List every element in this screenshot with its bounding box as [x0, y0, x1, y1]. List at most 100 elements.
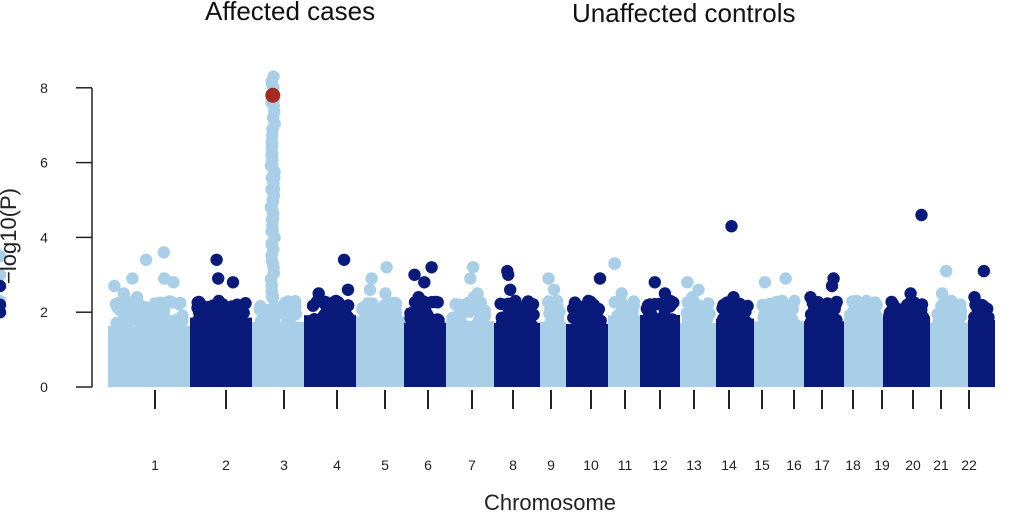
- chromosome-20-peak-point: [969, 298, 982, 311]
- x-tick-label: 21: [933, 457, 949, 473]
- chromosome-8-point: [521, 295, 535, 308]
- chromosome-15-point: [754, 324, 768, 337]
- x-tick-label: 19: [874, 457, 890, 473]
- chromosome-19-peak-point: [945, 294, 958, 308]
- group-title-controls: Unaffected controls: [572, 0, 796, 28]
- chromosome-6-point: [429, 295, 442, 309]
- chromosome-11-point: [620, 321, 634, 334]
- x-tick-label: 12: [652, 457, 668, 473]
- chromosome-11-point: [620, 312, 633, 325]
- chromosome-17-point: [868, 301, 881, 314]
- chromosome-15-peak-point: [775, 294, 789, 308]
- chromosome-6-point: [410, 301, 423, 315]
- chromosome-16-point: [816, 323, 829, 337]
- chromosome-11-peak-point: [608, 257, 621, 270]
- chromosome-6-point: [429, 318, 442, 332]
- chromosome-15-point: [763, 297, 776, 310]
- chromosome-1-point: [172, 297, 186, 311]
- y-tick-label: 0: [40, 379, 48, 395]
- chromosome-1-point: [152, 298, 165, 311]
- chromosome-10-peak-point: [582, 294, 595, 308]
- chromosome-7-point: [452, 315, 466, 328]
- chromosome-12-peak-point: [663, 294, 677, 308]
- chromosome-7-point: [478, 318, 491, 331]
- chromosome-18-peak-point: [908, 298, 921, 311]
- chromosome-13-point: [702, 297, 715, 310]
- x-tick-label: 14: [721, 457, 737, 473]
- x-tick-label: 3: [280, 457, 288, 473]
- chromosome-1-peak-point: [139, 253, 153, 266]
- chromosome-2-peak-point: [226, 276, 240, 289]
- chromosome-16-peak-point: [825, 279, 839, 293]
- data-points: [0, 70, 995, 388]
- chromosome-5-peak-point: [379, 287, 392, 300]
- chromosome-1-peak-point: [157, 246, 170, 259]
- chromosome-9-peak-point: [547, 283, 561, 296]
- chromosome-10-point: [569, 322, 583, 336]
- chromosome-12-peak-point: [648, 276, 661, 289]
- x-axis-title: Chromosome: [484, 490, 616, 515]
- chromosome-3-point: [268, 322, 281, 336]
- chromosome-4-point: [336, 305, 349, 318]
- chromosome-5-point: [358, 300, 371, 314]
- chromosome-5-peak-point: [365, 272, 378, 285]
- x-tick-label: 2: [222, 457, 230, 473]
- chromosome-20-point: [977, 311, 991, 324]
- y-tick-label: 2: [40, 304, 48, 320]
- chromosome-3-peak-point: [265, 75, 278, 89]
- x-tick-label: 1: [151, 457, 159, 473]
- chromosome-10-point: [593, 323, 607, 336]
- x-tick-label: 13: [686, 457, 702, 473]
- chromosome-10-point: [580, 324, 594, 338]
- x-tick-label: 10: [583, 457, 599, 473]
- y-axis: 0 2 4 6 8: [40, 80, 93, 395]
- y-axis-title: −log10(P): [0, 188, 21, 284]
- chromosome-13-peak-point: [681, 276, 694, 289]
- chromosome-1-point: [144, 306, 157, 319]
- chromosome-13-peak-point: [686, 291, 699, 304]
- chromosome-19-point: [942, 318, 955, 332]
- chromosome-20-peak-point: [977, 264, 991, 278]
- chromosome-7-peak-point: [467, 291, 481, 304]
- x-tick-label: 7: [468, 457, 476, 473]
- chromosome-17-point: [868, 322, 881, 336]
- x-tick-label: 9: [547, 457, 555, 473]
- x-tick-label: 18: [845, 457, 861, 473]
- chromosome-19-peak-point: [940, 264, 953, 278]
- x-axis: 1 2 3 4 5 6 7 8 9 10 11 12 13 14 15 16 17 18 19 20 21 22: [151, 390, 977, 473]
- chromosome-21-peak-point: [0, 268, 7, 281]
- chromosome-18-peak-point: [915, 208, 928, 222]
- chromosome-2-peak-point: [212, 272, 225, 285]
- group-title-cases: Affected cases: [205, 0, 375, 26]
- chromosome-19-peak-point: [935, 287, 949, 300]
- chromosome-16-peak-point: [804, 291, 817, 304]
- y-tick-label: 4: [40, 229, 48, 245]
- chromosome-8-peak-point: [504, 283, 517, 296]
- chromosome-4-peak-point: [337, 253, 351, 266]
- x-tick-label: 16: [786, 457, 802, 473]
- chromosome-16-point: [821, 297, 834, 310]
- chromosome-5-point: [380, 312, 393, 325]
- chromosome-17-point: [859, 316, 873, 329]
- chromosome-14-peak-point: [725, 220, 738, 233]
- chromosome-1-peak-point: [130, 291, 144, 304]
- chromosome-3-point: [254, 299, 267, 313]
- chromosome-10-point: [592, 302, 605, 316]
- chromosome-14-point: [717, 312, 730, 325]
- chromosome-9-peak-point: [550, 294, 564, 308]
- chromosome-2-point: [209, 308, 222, 321]
- chromosome-5-point: [389, 298, 402, 312]
- chromosome-2-peak-point: [210, 253, 223, 266]
- chromosome-7-peak-point: [467, 261, 480, 274]
- chromosome-13-point: [688, 315, 701, 328]
- chromosome-1-point: [176, 314, 189, 328]
- chromosome-18-peak-point: [904, 287, 917, 300]
- chromosome-16-point: [821, 307, 834, 321]
- chromosome-17-peak-point: [853, 302, 866, 315]
- chromosome-4-peak-point: [329, 294, 343, 308]
- chromosome-18-point: [910, 311, 923, 324]
- chromosome-12-point: [666, 313, 679, 326]
- chromosome-2-point: [190, 317, 203, 331]
- chromosome-16-point: [804, 316, 817, 329]
